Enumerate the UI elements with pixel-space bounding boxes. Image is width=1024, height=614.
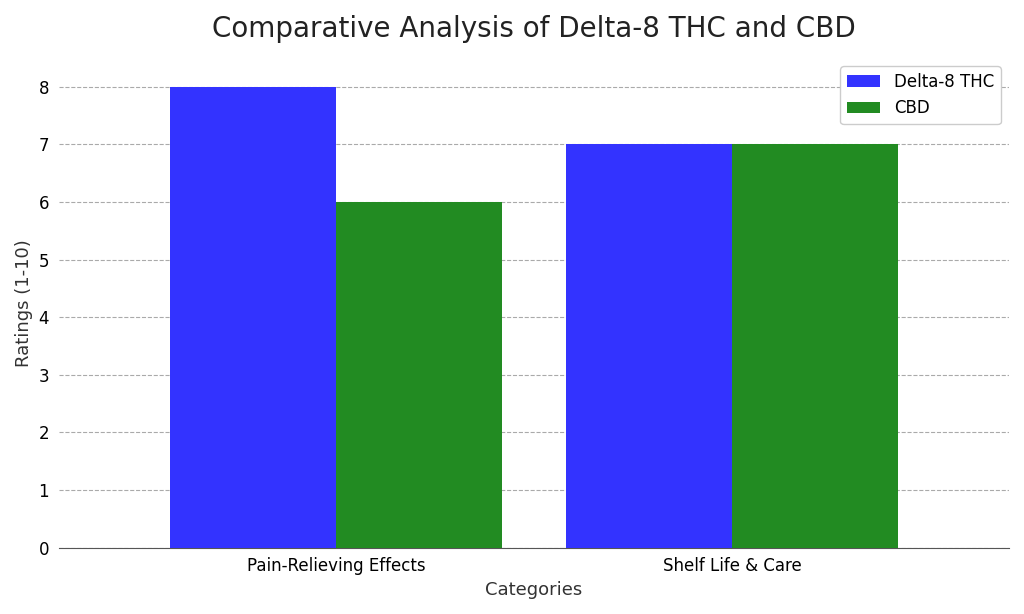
Bar: [170, 87, 336, 548]
Bar: [336, 202, 503, 548]
Y-axis label: Ratings (1-10): Ratings (1-10): [15, 239, 33, 367]
Bar: [565, 144, 732, 548]
Legend: Delta-8 THC, CBD: Delta-8 THC, CBD: [841, 66, 1000, 124]
Bar: [732, 144, 898, 548]
Title: Comparative Analysis of Delta-8 THC and CBD: Comparative Analysis of Delta-8 THC and …: [212, 15, 856, 43]
X-axis label: Categories: Categories: [485, 581, 583, 599]
